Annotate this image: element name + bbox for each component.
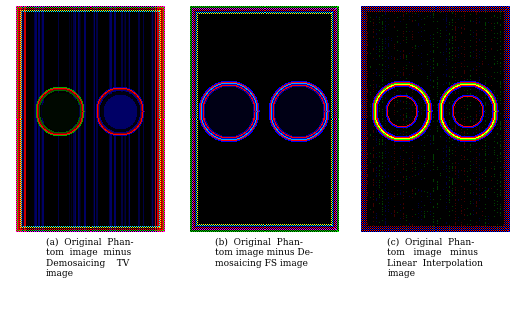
Text: (a)  Original  Phan-
tom  image  minus
Demosaicing    TV
image: (a) Original Phan- tom image minus Demos… [46, 238, 134, 278]
Text: (c)  Original  Phan-
tom   image   minus
Linear  Interpolation
image: (c) Original Phan- tom image minus Linea… [387, 238, 484, 278]
Text: (b)  Original  Phan-
tom image minus De-
mosaicing FS image: (b) Original Phan- tom image minus De- m… [215, 238, 313, 268]
